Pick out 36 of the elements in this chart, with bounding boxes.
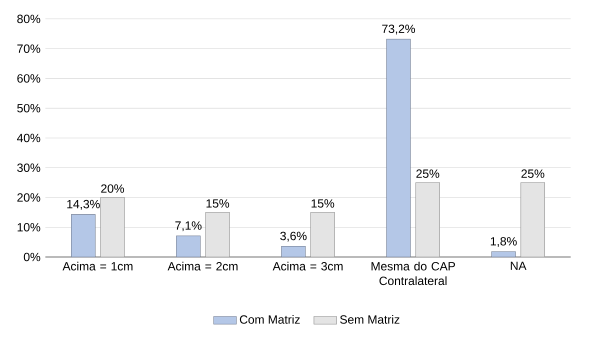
- data-label: 7,1%: [175, 221, 202, 232]
- bar: [281, 246, 306, 258]
- bar: [205, 212, 230, 258]
- data-label: 3,6%: [280, 232, 307, 242]
- legend-label: Sem Matriz: [340, 314, 400, 324]
- y-tick-label: 10%: [18, 222, 40, 232]
- x-tick-label: Mesma do CAP Contralateral: [372, 262, 455, 286]
- y-tick-label: 70%: [17, 44, 40, 53]
- bar: [176, 236, 201, 258]
- y-tick-label: 80%: [17, 14, 40, 24]
- data-label: 15%: [312, 199, 334, 208]
- data-label: 15%: [206, 199, 230, 208]
- y-tick-label: 50%: [17, 104, 40, 112]
- data-label: 20%: [101, 184, 124, 193]
- bar: [520, 182, 546, 258]
- y-tick-label: 40%: [17, 134, 40, 142]
- bar: [310, 212, 335, 258]
- data-label: 14,3%: [67, 200, 100, 210]
- x-tick-label: Acima = 3cm: [272, 262, 343, 270]
- data-label: 25%: [416, 169, 440, 178]
- bar: [71, 214, 96, 258]
- y-tick-label: 30%: [17, 163, 40, 172]
- bar: [416, 182, 440, 258]
- bar: [386, 38, 411, 258]
- x-tick-label: Acima = 2cm: [168, 262, 238, 270]
- y-tick-label: 0%: [24, 252, 40, 262]
- x-tick-label: NA: [510, 262, 526, 270]
- y-tick-label: 60%: [17, 74, 40, 83]
- data-label: 73,2%: [382, 24, 416, 34]
- data-label: 25%: [521, 169, 544, 178]
- x-tick-label: Acima = 1cm: [62, 262, 132, 270]
- legend-label: Com Matriz: [240, 314, 300, 324]
- bar: [491, 251, 516, 258]
- data-label: 1,8%: [490, 236, 517, 247]
- y-tick-label: 20%: [17, 193, 40, 202]
- bar: [100, 197, 125, 258]
